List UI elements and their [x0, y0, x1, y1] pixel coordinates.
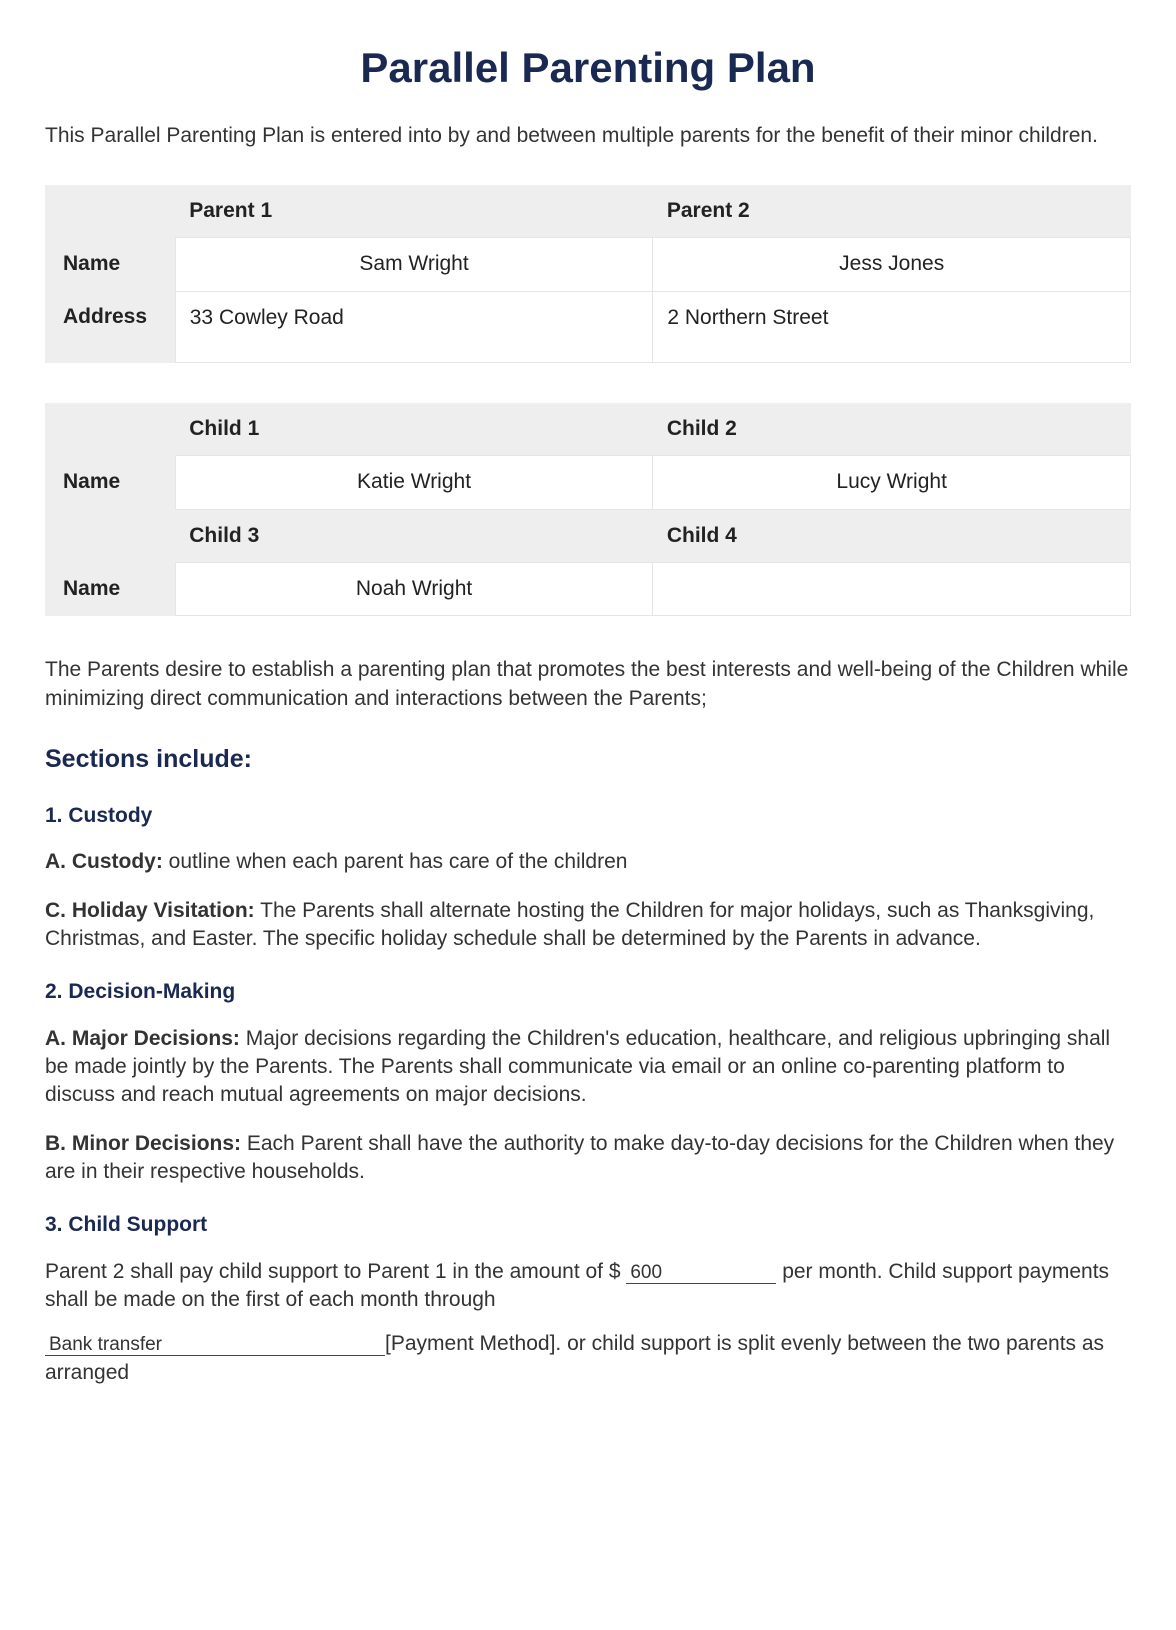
- child4-name[interactable]: [653, 563, 1131, 616]
- s2-a: A. Major Decisions: Major decisions rega…: [45, 1025, 1131, 1110]
- child2-name[interactable]: Lucy Wright: [653, 456, 1131, 509]
- parent2-address[interactable]: 2 Northern Street: [653, 291, 1131, 362]
- s1-a: A. Custody: outline when each parent has…: [45, 848, 1131, 876]
- child1-name[interactable]: Katie Wright: [175, 456, 653, 509]
- s1-c: C. Holiday Visitation: The Parents shall…: [45, 897, 1131, 954]
- address-row-label: Address: [45, 291, 175, 362]
- children-table: Child 1 Child 2 Name Katie Wright Lucy W…: [45, 403, 1131, 616]
- child3-name[interactable]: Noah Wright: [175, 563, 653, 616]
- section-1-heading: 1. Custody: [45, 802, 1131, 830]
- s1-a-label: A. Custody:: [45, 850, 163, 873]
- amount-field[interactable]: 600: [626, 1263, 776, 1284]
- intro-paragraph: This Parallel Parenting Plan is entered …: [45, 122, 1131, 150]
- section-3-heading: 3. Child Support: [45, 1211, 1131, 1239]
- s2-a-label: A. Major Decisions:: [45, 1027, 240, 1050]
- s1-c-label: C. Holiday Visitation:: [45, 899, 255, 922]
- blank-corner-2: [45, 403, 175, 456]
- purpose-paragraph: The Parents desire to establish a parent…: [45, 656, 1131, 713]
- parents-table: Parent 1 Parent 2 Name Sam Wright Jess J…: [45, 185, 1131, 363]
- child1-header: Child 1: [175, 403, 653, 456]
- parent2-name[interactable]: Jess Jones: [653, 238, 1131, 291]
- child3-header: Child 3: [175, 509, 653, 562]
- section-2-heading: 2. Decision-Making: [45, 978, 1131, 1006]
- child4-header: Child 4: [653, 509, 1131, 562]
- page-title: Parallel Parenting Plan: [45, 40, 1131, 97]
- s3-method-line: Bank transfer[Payment Method]. or child …: [45, 1330, 1131, 1387]
- s3-pre-amount: Parent 2 shall pay child support to Pare…: [45, 1260, 626, 1283]
- blank-corner-3: [45, 509, 175, 562]
- parent2-header: Parent 2: [653, 185, 1131, 238]
- name-row-label-c34: Name: [45, 563, 175, 616]
- parent1-header: Parent 1: [175, 185, 653, 238]
- s2-b-label: B. Minor Decisions:: [45, 1132, 241, 1155]
- parent1-name[interactable]: Sam Wright: [175, 238, 653, 291]
- payment-method-field[interactable]: Bank transfer: [45, 1335, 385, 1356]
- s3-amount-line: Parent 2 shall pay child support to Pare…: [45, 1258, 1131, 1315]
- name-row-label-c12: Name: [45, 456, 175, 509]
- name-row-label: Name: [45, 238, 175, 291]
- s1-a-text: outline when each parent has care of the…: [163, 850, 628, 873]
- s2-b: B. Minor Decisions: Each Parent shall ha…: [45, 1130, 1131, 1187]
- sections-heading: Sections include:: [45, 743, 1131, 777]
- parent1-address[interactable]: 33 Cowley Road: [175, 291, 653, 362]
- blank-corner: [45, 185, 175, 238]
- child2-header: Child 2: [653, 403, 1131, 456]
